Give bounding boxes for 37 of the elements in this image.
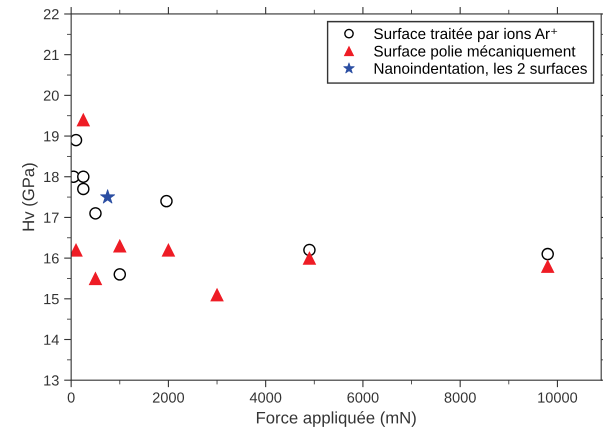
x-tick-label: 4000 bbox=[250, 392, 282, 403]
y-tick-label: 15 bbox=[44, 294, 59, 304]
point bbox=[77, 170, 90, 183]
legend-label: Surface polie mécaniquement bbox=[374, 45, 576, 60]
point bbox=[114, 268, 126, 281]
point bbox=[303, 244, 316, 256]
point bbox=[100, 189, 116, 204]
y-tick-label: 16 bbox=[44, 253, 59, 264]
y-tick-label: 21 bbox=[44, 50, 59, 60]
y-tick-label: 17 bbox=[44, 212, 59, 223]
y-tick-label: 20 bbox=[44, 90, 59, 101]
point bbox=[77, 182, 90, 196]
y-tick-label: 19 bbox=[44, 131, 59, 142]
y-tick-label: 18 bbox=[44, 172, 59, 182]
x-tick-label: 10000 bbox=[538, 392, 578, 403]
point bbox=[76, 113, 90, 126]
point bbox=[88, 272, 102, 286]
point bbox=[302, 252, 316, 265]
y-tick-label: 13 bbox=[44, 375, 59, 386]
point bbox=[113, 239, 126, 253]
point bbox=[89, 207, 102, 220]
point bbox=[71, 134, 82, 146]
x-tick-label: 0 bbox=[68, 392, 75, 403]
x-tick-label: 6000 bbox=[347, 392, 379, 403]
y-tick-label: 22 bbox=[44, 9, 59, 20]
point bbox=[210, 288, 224, 302]
legend-label: Surface traitée par ions Ar⁺ bbox=[374, 28, 558, 42]
y-tick-label: 14 bbox=[44, 334, 59, 345]
point bbox=[160, 194, 173, 208]
point bbox=[162, 243, 176, 257]
legend-label: Nanoindentation, les 2 surfaces bbox=[374, 62, 587, 76]
x-tick-label: 8000 bbox=[444, 392, 476, 403]
x-axis-title: Force appliquée (mN) bbox=[256, 411, 416, 427]
point bbox=[541, 260, 554, 273]
point bbox=[541, 248, 554, 260]
y-axis-title: Hv (GPa) bbox=[22, 163, 38, 230]
x-tick-label: 2000 bbox=[152, 392, 184, 403]
